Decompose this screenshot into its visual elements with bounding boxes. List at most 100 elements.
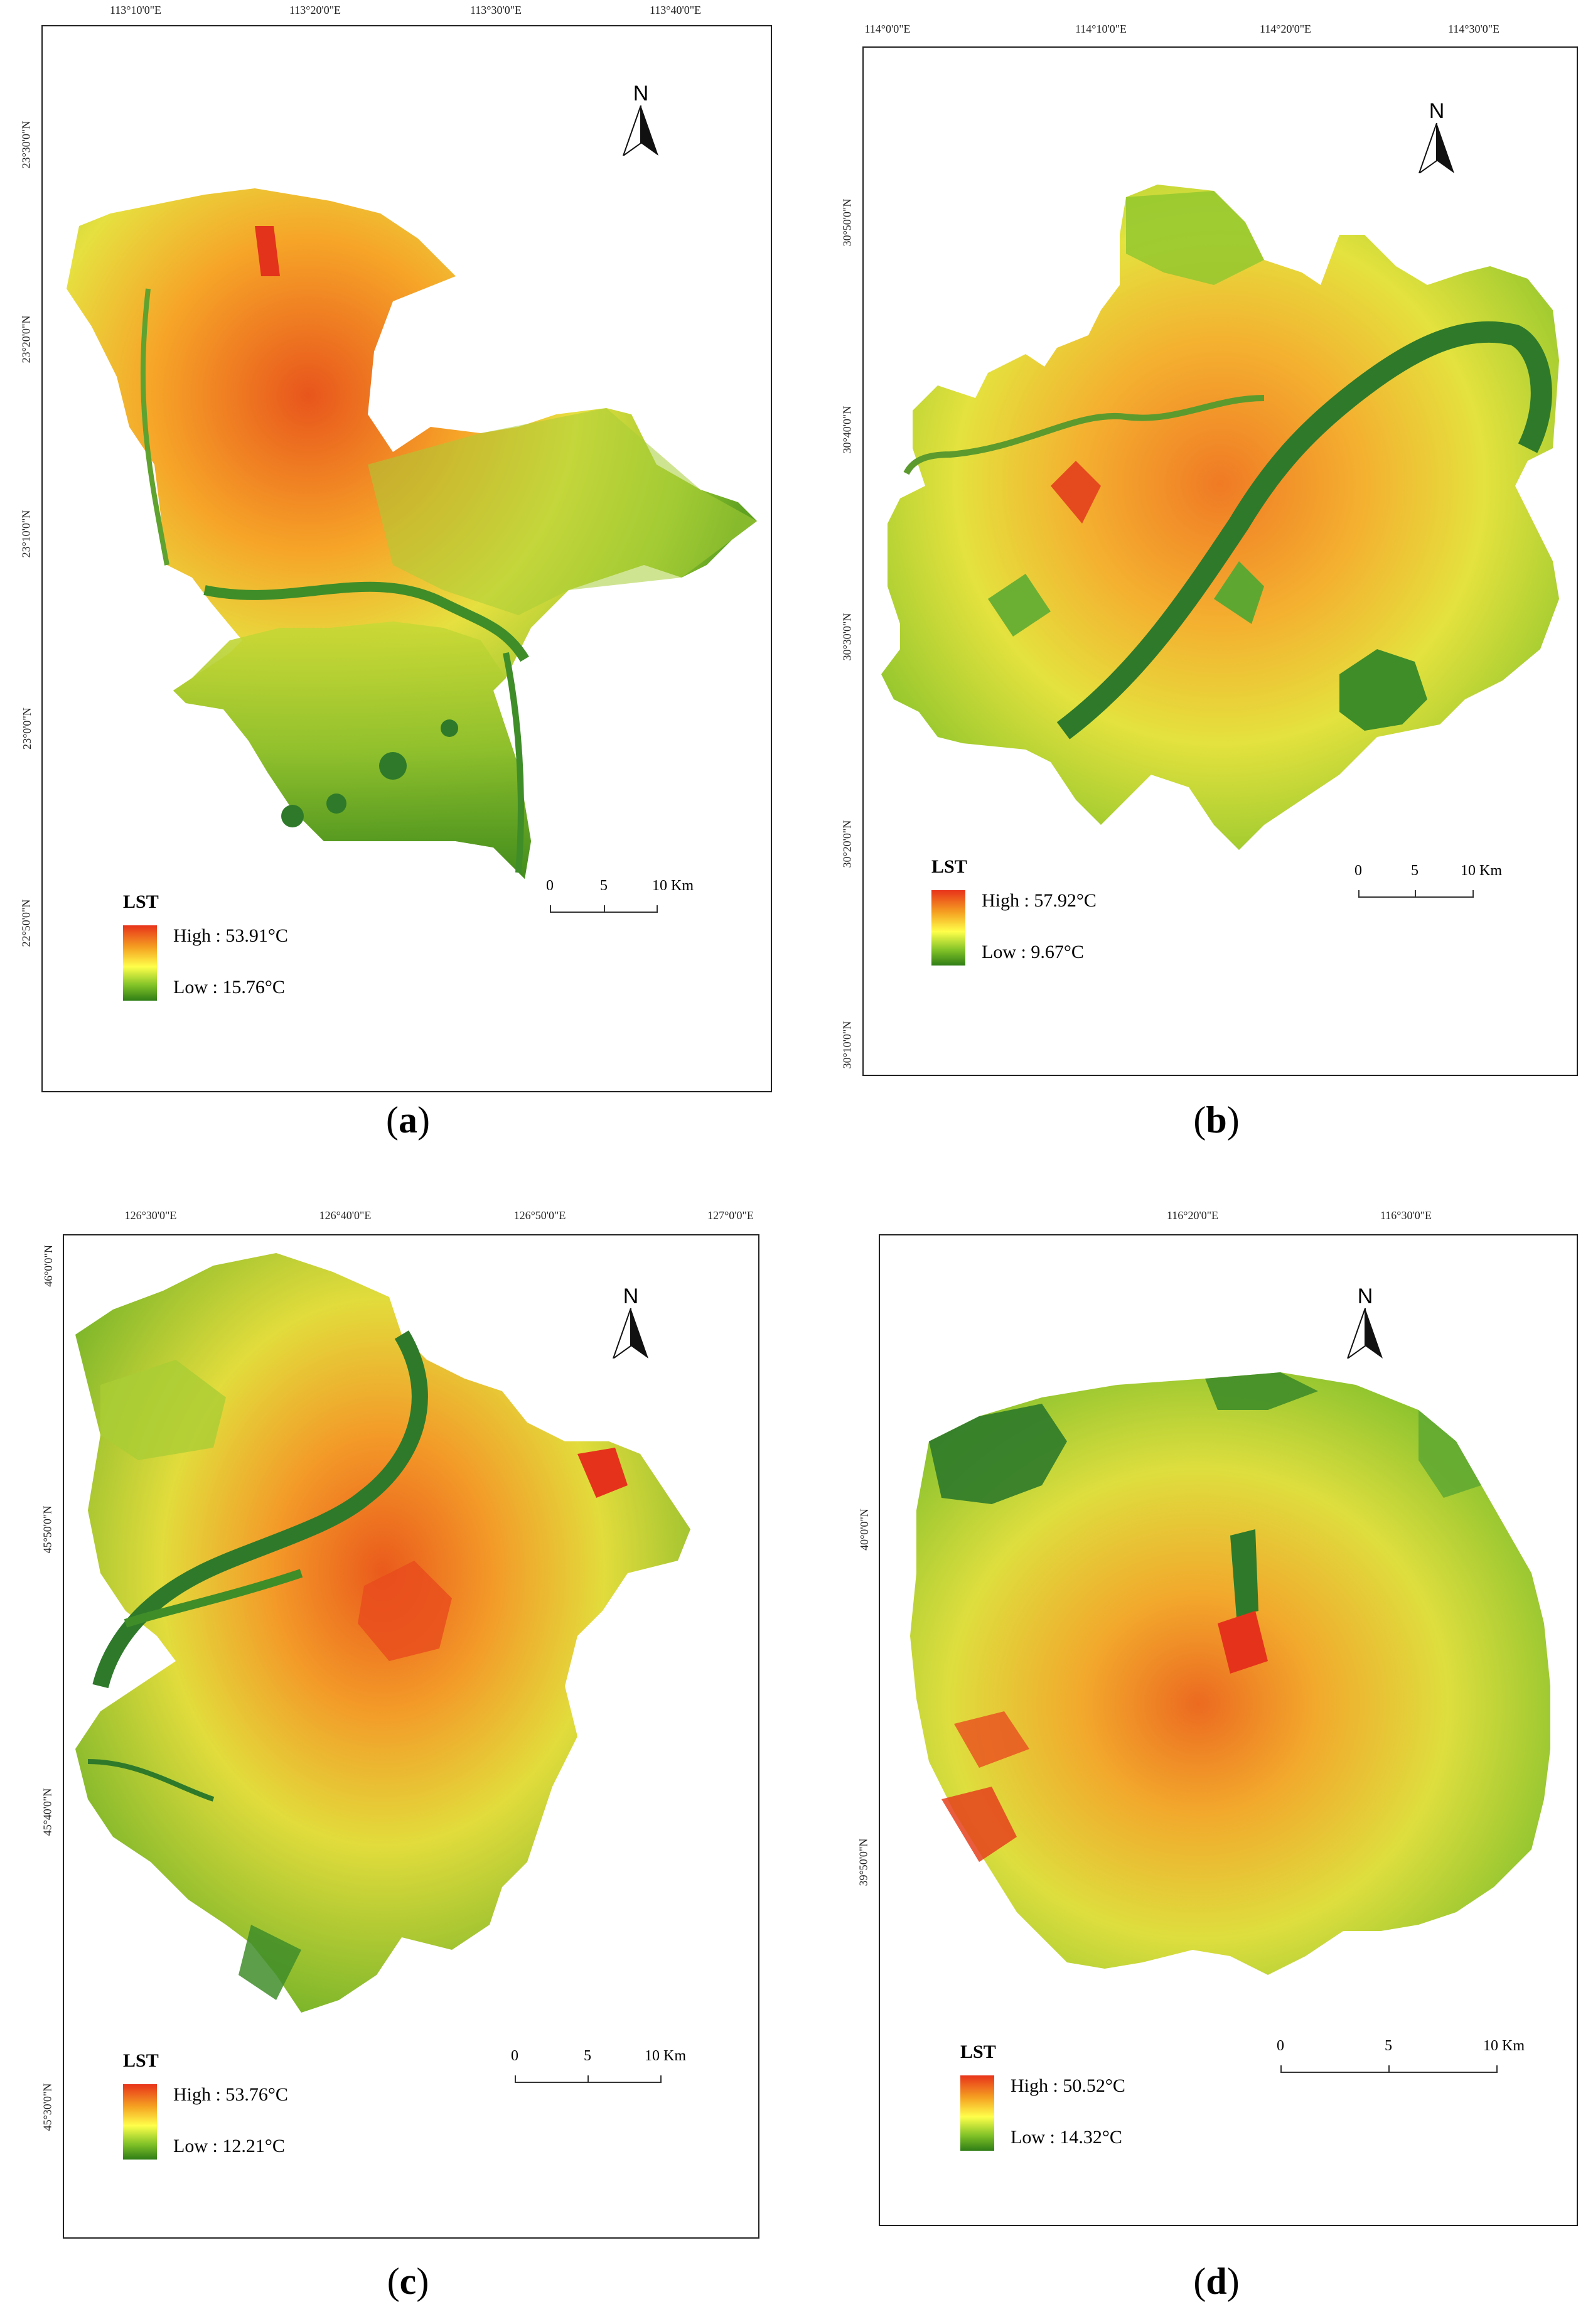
side-tick-label: 22°50'0"N: [19, 899, 33, 947]
legend-color-ramp: [123, 925, 157, 1001]
lst-map-b: [881, 185, 1559, 850]
legend-high-label: High : 57.92°C: [982, 890, 1097, 911]
north-arrow-icon: [612, 1308, 648, 1360]
top-tick-label: 116°20'0"E: [1166, 1209, 1219, 1222]
lst-map-d: [910, 1372, 1550, 1975]
scale-tick: [550, 905, 551, 913]
scale-tick: [660, 2075, 662, 2083]
scale-label: 0: [1354, 863, 1362, 879]
caption-paren: ): [1226, 2261, 1240, 2302]
legend-high-label: High : 50.52°C: [1011, 2075, 1125, 2096]
caption-letter: b: [1206, 1099, 1227, 1141]
scale-label: 10 Km: [645, 2048, 686, 2064]
side-tick-label: 30°10'0"N: [840, 1021, 854, 1069]
top-tick-label: 114°10'0"E: [1075, 23, 1127, 35]
scale-label: 10 Km: [1483, 2038, 1525, 2054]
caption-letter: c: [399, 2261, 417, 2302]
top-tick-label: 127°0'0"E: [707, 1209, 754, 1222]
north-arrow-icon: [1346, 1308, 1383, 1360]
scale-label: 0: [1277, 2038, 1284, 2054]
caption-d: (d): [1193, 2260, 1239, 2303]
scale-line: [1358, 896, 1474, 898]
legend-title: LST: [960, 2042, 996, 2062]
legend-low-label: Low : 14.32°C: [1011, 2127, 1122, 2148]
scale-tick: [587, 2075, 589, 2083]
top-tick-label: 116°30'0"E: [1380, 1209, 1432, 1222]
lst-map-a: [67, 188, 757, 879]
panel-b: 114°0'0"E 114°10'0"E 114°20'0"E 114°30'0…: [840, 23, 1578, 1076]
legend-color-ramp: [123, 2084, 157, 2160]
legend-high-label: High : 53.76°C: [173, 2084, 288, 2105]
legend: LST High : 50.52°C Low : 14.32°C: [960, 2042, 1125, 2151]
side-tick-label: 23°30'0"N: [19, 121, 33, 169]
legend-color-ramp: [931, 890, 965, 966]
north-label: N: [1357, 1284, 1373, 1308]
caption-paren: (: [387, 2261, 400, 2302]
side-tick-label: 30°20'0"N: [840, 820, 854, 868]
scale-tick: [515, 2075, 516, 2083]
legend-high-label: High : 53.91°C: [173, 925, 288, 946]
scale-label: 5: [1385, 2038, 1392, 2054]
top-tick-label: 126°40'0"E: [319, 1209, 372, 1222]
legend-title: LST: [931, 856, 967, 877]
caption-paren: ): [417, 1099, 430, 1141]
legend-title: LST: [123, 2050, 159, 2071]
top-tick-label: 113°40'0"E: [649, 4, 702, 16]
side-tick-label: 40°0'0"N: [857, 1509, 871, 1551]
panel-c: 126°30'0"E 126°40'0"E 126°50'0"E 127°0'0…: [41, 1209, 759, 2239]
side-tick-label: 45°50'0"N: [41, 1505, 54, 1554]
top-tick-label: 113°20'0"E: [289, 4, 341, 16]
top-tick-label: 114°30'0"E: [1447, 23, 1500, 35]
legend: LST High : 53.76°C Low : 12.21°C: [123, 2050, 288, 2160]
top-tick-label: 113°10'0"E: [109, 4, 162, 16]
legend-low-label: Low : 12.21°C: [173, 2136, 285, 2156]
side-tick-label: 46°0'0"N: [41, 1245, 55, 1287]
side-tick-label: 30°50'0"N: [840, 198, 854, 247]
legend: LST High : 57.92°C Low : 9.67°C: [931, 856, 1097, 966]
scale-label: 5: [1411, 863, 1419, 879]
scale-tick: [657, 905, 658, 913]
side-tick-label: 39°50'0"N: [857, 1838, 870, 1886]
lst-map-c: [75, 1253, 690, 2013]
top-tick-label: 113°30'0"E: [469, 4, 522, 16]
caption-b: (b): [1193, 1099, 1239, 1142]
caption-paren: (: [1193, 2261, 1206, 2302]
north-label: N: [1429, 99, 1445, 123]
scale-tick: [604, 905, 605, 913]
legend-low-label: Low : 9.67°C: [982, 942, 1084, 962]
top-tick-label: 114°0'0"E: [864, 23, 911, 35]
caption-a: (a): [386, 1099, 430, 1142]
scale-tick: [1496, 2065, 1498, 2073]
scale-label: 10 Km: [652, 878, 694, 894]
scale-label: 5: [584, 2048, 591, 2064]
caption-paren: ): [416, 2261, 429, 2302]
north-arrow: N: [619, 82, 663, 159]
side-tick-label: 45°30'0"N: [41, 2083, 54, 2131]
north-arrow-icon: [622, 105, 658, 158]
side-tick-label: 30°30'0"N: [840, 613, 854, 661]
legend: LST High : 53.91°C Low : 15.76°C: [123, 891, 288, 1001]
caption-letter: d: [1206, 2261, 1227, 2302]
scale-label: 5: [600, 878, 608, 894]
scale-tick: [1388, 2065, 1390, 2073]
legend-title: LST: [123, 891, 159, 912]
north-label: N: [633, 82, 649, 105]
caption-paren: (: [386, 1099, 399, 1141]
panel-a: 113°10'0"E 113°20'0"E 113°30'0"E 113°40'…: [19, 4, 776, 1092]
top-tick-label: 126°50'0"E: [513, 1209, 566, 1222]
north-arrow: N: [1415, 99, 1459, 176]
north-arrow-icon: [1418, 122, 1454, 175]
side-tick-label: 23°0'0"N: [20, 707, 33, 750]
top-tick-label: 114°20'0"E: [1259, 23, 1312, 35]
side-tick-label: 45°40'0"N: [41, 1788, 54, 1836]
scale-tick: [1358, 890, 1360, 898]
north-label: N: [623, 1284, 639, 1308]
north-arrow: N: [609, 1284, 653, 1362]
caption-paren: (: [1193, 1099, 1206, 1141]
top-tick-label: 126°30'0"E: [124, 1209, 177, 1222]
caption-letter: a: [399, 1099, 417, 1141]
caption-paren: ): [1226, 1099, 1240, 1141]
legend-color-ramp: [960, 2075, 994, 2151]
side-tick-label: 23°10'0"N: [19, 510, 33, 558]
side-tick-label: 23°20'0"N: [19, 315, 33, 363]
